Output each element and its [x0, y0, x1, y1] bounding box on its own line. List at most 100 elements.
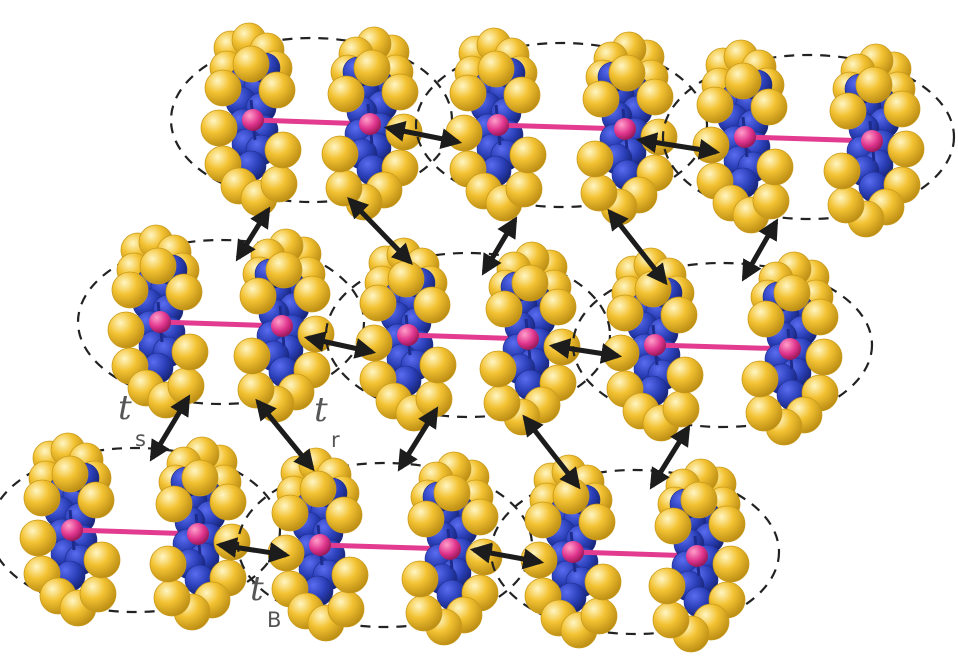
- interaction-arrow: [215, 537, 291, 563]
- sulfur-atom: [823, 152, 861, 190]
- sulfur-atom: [297, 315, 335, 353]
- sulfur-atom: [640, 118, 678, 156]
- sulfur-atom: [51, 455, 89, 493]
- metal-bond: [317, 542, 453, 552]
- sulfur-atom: [111, 271, 149, 309]
- metal-atom: [149, 311, 171, 333]
- molecule-unit: [355, 237, 457, 432]
- sulfur-atom: [827, 186, 865, 224]
- sulfur-atom: [680, 481, 718, 519]
- sulfur-atom: [237, 371, 275, 409]
- sulfur-atom: [662, 390, 700, 428]
- sulfur-atom: [708, 505, 746, 543]
- sulfur-atom: [239, 277, 277, 315]
- sulfur-atom: [477, 50, 515, 88]
- molecule-unit: [149, 436, 251, 631]
- sulfur-atom: [479, 350, 517, 388]
- sulfur-atom: [77, 481, 115, 519]
- interaction-arrow: [383, 120, 463, 150]
- sulfur-atom: [505, 170, 543, 208]
- interaction-arrow: [607, 208, 668, 286]
- sulfur-atom: [855, 66, 893, 104]
- sulfur-atom: [582, 80, 620, 118]
- sulfur-atom: [741, 360, 779, 398]
- sulfur-atom: [752, 182, 790, 220]
- metal-atom: [439, 538, 461, 560]
- sulfur-atom: [181, 459, 219, 497]
- sulfur-atom: [79, 575, 117, 613]
- dimer-boundary-ellipse: [76, 238, 366, 406]
- sulfur-atom: [264, 131, 302, 169]
- sulfur-atom: [773, 274, 811, 312]
- sulfur-atom: [258, 71, 296, 109]
- molecule-unit: [19, 432, 121, 627]
- dimer: [0, 432, 282, 631]
- metal-atom: [614, 118, 636, 140]
- dimer: [169, 22, 454, 221]
- sulfur-atom: [353, 49, 391, 87]
- sulfur-atom: [107, 311, 145, 349]
- dimer-layer: [0, 22, 956, 653]
- sulfur-atom: [171, 333, 209, 371]
- interaction-arrow: [149, 394, 191, 462]
- dimer: [489, 454, 781, 653]
- sulfur-atom: [359, 284, 397, 322]
- metal-atom: [397, 324, 419, 346]
- label-tB: t B: [250, 569, 281, 632]
- metal-atom: [61, 519, 83, 541]
- interaction-arrow: [548, 338, 623, 364]
- metal-atom: [517, 328, 539, 350]
- dimer-boundary-ellipse: [571, 261, 874, 429]
- interaction-arrow: [303, 331, 377, 359]
- metal-bond: [69, 527, 201, 537]
- sulfur-atom: [756, 148, 794, 186]
- sulfur-atom: [413, 286, 451, 324]
- sulfur-atom: [299, 470, 337, 508]
- interaction-arrow: [741, 218, 779, 282]
- sulfur-atom: [584, 563, 622, 601]
- sulfur-atom: [149, 545, 187, 583]
- label-tr-main: t: [314, 390, 328, 430]
- sulfur-atom: [155, 485, 193, 523]
- dimer: [661, 39, 956, 238]
- sulfur-atom: [747, 300, 785, 338]
- molecule-unit: [200, 22, 302, 217]
- interaction-arrow: [255, 398, 315, 472]
- sulfur-atom: [445, 114, 483, 152]
- sulfur-atom: [636, 78, 674, 116]
- sulfur-atom: [483, 384, 521, 422]
- sulfur-atom: [509, 136, 547, 174]
- sulfur-atom: [200, 109, 238, 147]
- sulfur-atom: [724, 62, 762, 100]
- label-tr-sub: r: [331, 428, 340, 452]
- sulfur-atom: [355, 324, 393, 362]
- interaction-arrow: [522, 414, 581, 490]
- dimer: [571, 247, 874, 446]
- metal-atom: [734, 126, 756, 148]
- label-ts-main: t: [118, 388, 132, 428]
- interaction-arrow: [469, 542, 545, 570]
- label-tB-sub: B: [267, 608, 281, 632]
- sulfur-atom: [887, 130, 925, 168]
- sulfur-atom: [652, 601, 690, 639]
- dimer: [414, 27, 709, 226]
- molecule-unit: [741, 251, 843, 446]
- metal-bond: [742, 134, 875, 144]
- metal-atom: [779, 338, 801, 360]
- sulfur-atom: [539, 288, 577, 326]
- dimer-boundary-ellipse: [324, 251, 612, 419]
- interaction-arrow-layer: [149, 120, 779, 570]
- metal-bond: [495, 122, 628, 132]
- sulfur-atom: [213, 523, 251, 561]
- label-ts-sub: s: [135, 427, 146, 451]
- sulfur-atom: [293, 275, 331, 313]
- sulfur-atom: [204, 69, 242, 107]
- sulfur-atom: [648, 567, 686, 605]
- sulfur-atom: [578, 503, 616, 541]
- sulfur-atom: [401, 560, 439, 598]
- sulfur-atom: [745, 394, 783, 432]
- sulfur-atom: [552, 477, 590, 515]
- metal-atom: [487, 114, 509, 136]
- label-ts: t s: [118, 388, 146, 451]
- sulfur-atom: [608, 54, 646, 92]
